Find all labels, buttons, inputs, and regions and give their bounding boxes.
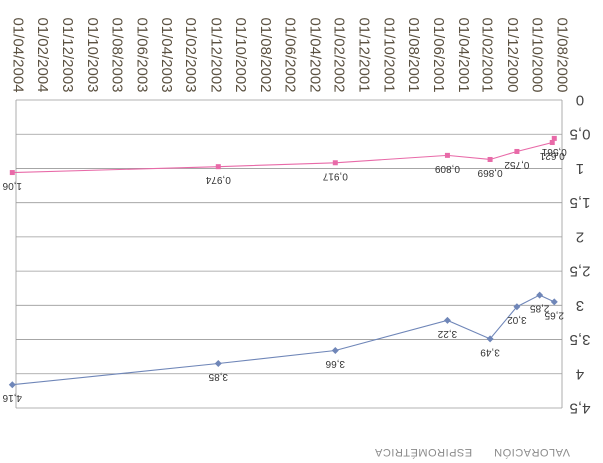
data-label: 0,917	[322, 170, 347, 181]
x-tick-label: 01/06/2001	[430, 17, 447, 92]
y-tick-label: 0	[576, 92, 584, 109]
x-tick-label: 01/12/2000	[504, 17, 521, 92]
x-tick-label: 01/08/2002	[257, 17, 274, 92]
data-point	[215, 164, 221, 170]
series-line	[12, 294, 555, 386]
y-tick-label: 4	[576, 365, 584, 382]
data-label: 4,16	[2, 392, 22, 403]
y-tick-label: 1	[576, 160, 584, 177]
data-label: 2,65	[544, 309, 564, 320]
x-tick-label: 01/02/2001	[479, 17, 496, 92]
data-point	[443, 316, 451, 324]
data-point	[214, 360, 222, 368]
data-point	[8, 381, 16, 389]
x-tick-label: 01/06/2002	[282, 17, 299, 92]
data-label: 3,02	[507, 314, 527, 325]
x-tick-label: 01/12/2002	[207, 17, 224, 92]
data-point	[332, 160, 338, 166]
x-tick-label: 01/06/2003	[133, 17, 150, 92]
x-tick-label: 01/10/2001	[380, 17, 397, 92]
data-point	[9, 170, 15, 176]
data-point	[550, 298, 558, 306]
x-tick-label: 01/04/2004	[10, 17, 27, 92]
x-tick-label: 01/08/2003	[109, 17, 126, 92]
data-label: 0,752	[504, 159, 529, 170]
y-tick-label: 2,5	[570, 263, 591, 280]
data-point	[514, 148, 520, 154]
x-tick-label: 01/04/2002	[306, 17, 323, 92]
x-tick-label: 01/02/2004	[34, 17, 51, 92]
data-point	[487, 156, 493, 162]
y-tick-label: 3	[576, 297, 584, 314]
chart-caption: VALORACIÓN ESPIROMÉTRICA	[330, 440, 570, 458]
data-label: 3,49	[480, 346, 500, 357]
x-tick-label: 01/08/2001	[405, 17, 422, 92]
x-tick-label: 01/10/2003	[84, 17, 101, 92]
x-tick-label: 01/04/2001	[455, 17, 472, 92]
data-label: 3,22	[437, 328, 457, 339]
x-tick-label: 01/12/2001	[356, 17, 373, 92]
x-tick-label: 01/08/2000	[554, 17, 571, 92]
data-point	[444, 152, 450, 158]
x-tick-label: 01/10/2000	[529, 17, 546, 92]
y-tick-label: 1,5	[570, 194, 591, 211]
data-point	[486, 335, 494, 343]
data-label: 1,06	[2, 180, 22, 191]
y-tick-label: 0,5	[570, 126, 591, 143]
data-label: 0,621	[539, 150, 564, 161]
data-label: 3,85	[208, 371, 228, 382]
data-point	[536, 291, 544, 299]
x-tick-label: 01/04/2003	[158, 17, 175, 92]
data-point	[549, 140, 555, 146]
y-tick-label: 4,5	[570, 400, 591, 417]
x-tick-label: 01/02/2002	[330, 17, 347, 92]
data-label: 3,66	[325, 358, 345, 369]
data-point	[331, 347, 339, 355]
series-line	[12, 138, 555, 174]
y-tick-label: 2	[576, 228, 584, 245]
x-tick-label: 01/12/2003	[59, 17, 76, 92]
caption-left-word: VALORACIÓN	[493, 446, 570, 458]
x-tick-label: 01/10/2002	[232, 17, 249, 92]
data-label: 0,869	[477, 167, 502, 178]
data-label: 0,809	[434, 163, 459, 174]
caption-right-word: ESPIROMÉTRICA	[374, 446, 473, 458]
data-label: 0,561	[541, 146, 566, 157]
data-point	[513, 303, 521, 311]
data-label: 0,974	[205, 174, 230, 185]
data-label: 2,85	[529, 303, 549, 314]
y-tick-label: 3,5	[570, 331, 591, 348]
x-tick-label: 01/02/2003	[182, 17, 199, 92]
data-point	[551, 135, 557, 141]
